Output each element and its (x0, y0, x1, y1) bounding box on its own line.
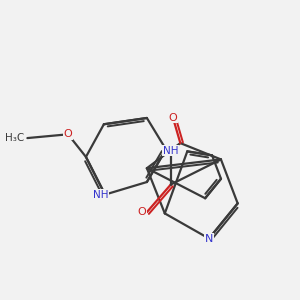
Text: H₃C: H₃C (5, 133, 24, 143)
Text: O: O (64, 129, 72, 139)
Text: NH: NH (163, 146, 178, 156)
Text: N: N (205, 233, 213, 244)
Text: O: O (137, 207, 146, 217)
Text: O: O (169, 112, 177, 122)
Text: NH: NH (93, 190, 108, 200)
